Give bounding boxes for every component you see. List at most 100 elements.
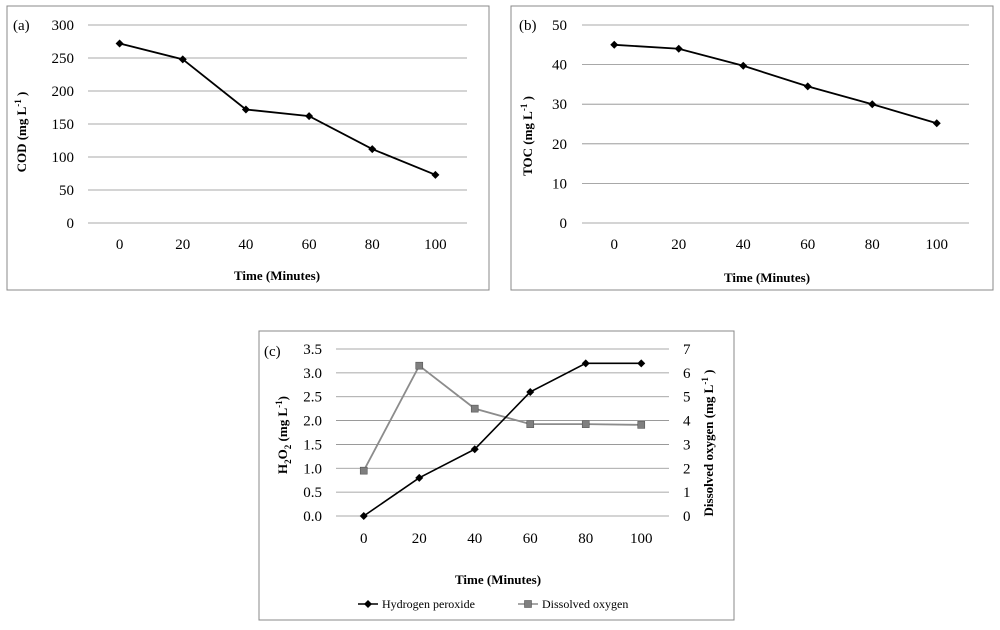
panel-b-ytick-label: 0 xyxy=(560,216,568,232)
legend-marker-diamond-icon xyxy=(364,600,372,608)
panel-c-label: (c) xyxy=(264,344,281,360)
hydrogen-peroxide-point xyxy=(470,445,479,454)
panel-a-point-marker xyxy=(115,39,124,48)
panel-b-point-marker xyxy=(803,82,812,91)
panel-c-ytick-right-label: 3 xyxy=(683,437,691,453)
panel-a-point-marker xyxy=(368,145,377,154)
panel-b-xtick-label: 80 xyxy=(865,237,880,253)
panel-b-yticks: 0 10 20 30 40 50 xyxy=(552,18,567,232)
hydrogen-peroxide-line xyxy=(363,362,642,517)
legend: Hydrogen peroxide Dissolved oxygen xyxy=(358,597,628,611)
panel-a-point-marker xyxy=(431,170,440,179)
panel-b-grid xyxy=(582,24,969,224)
panel-a-ytick-label: 150 xyxy=(52,117,75,133)
panel-c-yticks-right: 0 1 2 3 4 5 6 7 xyxy=(683,342,691,525)
panel-b-ytick-label: 40 xyxy=(552,58,567,74)
dissolved-oxygen-point xyxy=(470,404,479,413)
panel-b-frame xyxy=(510,5,994,291)
panel-b-ytick-label: 10 xyxy=(552,176,567,192)
panel-b-point-marker xyxy=(739,61,748,70)
panel-b-ylabel: TOC (mg L-1 ) xyxy=(519,96,535,176)
hydrogen-peroxide-point xyxy=(637,359,646,368)
panel-a-point-marker xyxy=(241,105,250,114)
panel-a-yticks: 0 50 100 150 200 250 300 xyxy=(52,18,75,232)
panel-a-ytick-label: 200 xyxy=(52,84,75,100)
panel-c-xlabel: Time (Minutes) xyxy=(455,572,541,587)
panel-a-grid xyxy=(88,24,467,224)
panel-a-point-marker xyxy=(305,112,314,121)
panel-c-ytick-right-label: 6 xyxy=(683,366,691,382)
panel-b-xlabel: Time (Minutes) xyxy=(724,270,810,285)
panel-a-ytick-label: 100 xyxy=(52,150,75,166)
dissolved-oxygen-line xyxy=(362,364,642,472)
panel-a-frame xyxy=(6,5,490,291)
panel-a: (a) 0 50 100 150 200 250 300 0 20 40 60 80 100 COD … xyxy=(6,5,490,291)
panel-b-xtick-label: 60 xyxy=(800,237,815,253)
panel-c-xtick-label: 0 xyxy=(360,531,368,547)
panel-b-point-marker xyxy=(610,40,619,49)
panel-b-point-marker xyxy=(868,100,877,109)
panel-a-ytick-label: 50 xyxy=(59,183,74,199)
panel-b-ytick-label: 20 xyxy=(552,137,567,153)
panel-a-xtick-label: 60 xyxy=(302,237,317,253)
dissolved-oxygen-point xyxy=(415,361,424,370)
legend-label-dissolved-oxygen: Dissolved oxygen xyxy=(542,597,628,611)
panel-c-ytick-left-label: 2.0 xyxy=(303,414,322,430)
panel-c-ytick-left-label: 1.0 xyxy=(303,461,322,477)
panel-b-point-marker xyxy=(932,119,941,128)
panel-c-xtick-label: 40 xyxy=(467,531,482,547)
panel-c-ytick-left-label: 1.5 xyxy=(303,437,322,453)
panel-a-xtick-label: 100 xyxy=(424,237,447,253)
panel-a-ylabel: COD (mg L-1 ) xyxy=(13,92,29,173)
panel-c-xtick-label: 80 xyxy=(578,531,593,547)
legend-label-hydrogen-peroxide: Hydrogen peroxide xyxy=(382,597,475,611)
panel-c-ytick-right-label: 0 xyxy=(683,509,691,525)
hydrogen-peroxide-point xyxy=(581,359,590,368)
panel-b-series xyxy=(610,40,941,128)
panel-b-ytick-label: 50 xyxy=(552,18,567,34)
panel-a-ytick-label: 300 xyxy=(52,18,75,34)
panel-c-ytick-left-label: 3.5 xyxy=(303,342,322,358)
panel-c-ytick-left-label: 0.5 xyxy=(303,485,322,501)
panel-c-ytick-left-label: 2.5 xyxy=(303,390,322,406)
panel-b-xtick-label: 20 xyxy=(671,237,686,253)
panel-a-point-marker xyxy=(178,55,187,64)
panel-b: (b) 0 10 20 30 40 50 0 20 40 60 80 100 TOC (mg L-1… xyxy=(510,5,994,291)
panel-c: (c) 0.0 0.5 1.0 1.5 2.0 2.5 3.0 3.5 0 1 2 3 4 5 6 7 0 2… xyxy=(258,330,735,621)
panel-b-xtick-label: 0 xyxy=(611,237,619,253)
panel-a-ytick-label: 0 xyxy=(67,216,75,232)
panel-c-xtick-label: 60 xyxy=(523,531,538,547)
panel-c-ytick-right-label: 7 xyxy=(683,342,691,358)
panel-a-label: (a) xyxy=(13,18,30,34)
hydrogen-peroxide-point xyxy=(359,512,368,520)
panel-c-grid xyxy=(336,348,669,517)
panel-c-ytick-left-label: 3.0 xyxy=(303,366,322,382)
panel-c-ylabel-right: Dissolved oxygen (mg L-1 ) xyxy=(700,370,716,517)
hydrogen-peroxide-point xyxy=(415,473,424,482)
panel-c-ytick-right-label: 2 xyxy=(683,461,691,477)
panel-a-xtick-label: 80 xyxy=(365,237,380,253)
panel-c-ytick-right-label: 5 xyxy=(683,390,691,406)
panel-a-xtick-label: 0 xyxy=(116,237,124,253)
panel-a-xlabel: Time (Minutes) xyxy=(234,268,320,283)
dissolved-oxygen-point xyxy=(526,420,535,428)
panel-c-xtick-label: 20 xyxy=(412,531,427,547)
panel-b-xtick-label: 100 xyxy=(926,237,949,253)
dissolved-oxygen-point xyxy=(637,421,646,429)
panel-c-ytick-right-label: 1 xyxy=(683,485,691,501)
panel-c-ytick-left-label: 0.0 xyxy=(303,509,322,525)
panel-b-xtick-label: 40 xyxy=(736,237,751,253)
panel-a-series-line xyxy=(119,42,436,176)
panel-c-xticks: 0 20 40 60 80 100 xyxy=(360,531,653,547)
panel-b-xticks: 0 20 40 60 80 100 xyxy=(611,237,949,253)
panel-b-series-line xyxy=(614,43,938,125)
panel-a-xticks: 0 20 40 60 80 100 xyxy=(116,237,447,253)
panel-a-xtick-label: 20 xyxy=(175,237,190,253)
panel-b-point-marker xyxy=(674,44,683,53)
panel-c-yticks-left: 0.0 0.5 1.0 1.5 2.0 2.5 3.0 3.5 xyxy=(303,342,322,525)
panel-c-series xyxy=(359,359,646,520)
panel-b-label: (b) xyxy=(519,18,537,34)
dissolved-oxygen-point xyxy=(359,466,368,475)
hydrogen-peroxide-point xyxy=(526,387,535,396)
